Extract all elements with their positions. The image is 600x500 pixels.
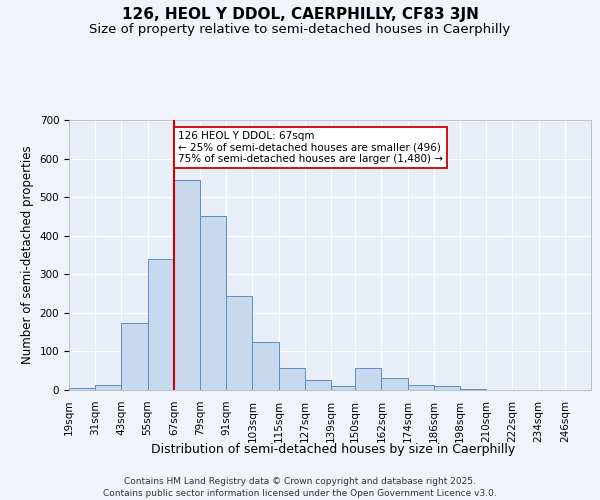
Text: 126 HEOL Y DDOL: 67sqm
← 25% of semi-detached houses are smaller (496)
75% of se: 126 HEOL Y DDOL: 67sqm ← 25% of semi-det… [178,131,443,164]
Bar [253,342,278,390]
Bar [407,385,434,390]
Text: Size of property relative to semi-detached houses in Caerphilly: Size of property relative to semi-detach… [89,22,511,36]
Bar [305,380,331,390]
Bar [382,378,407,390]
Bar [174,180,200,390]
Bar [460,389,486,390]
Bar [226,296,253,390]
Text: 126, HEOL Y DDOL, CAERPHILLY, CF83 3JN: 126, HEOL Y DDOL, CAERPHILLY, CF83 3JN [122,8,478,22]
Bar [434,386,460,390]
Y-axis label: Number of semi-detached properties: Number of semi-detached properties [21,146,34,364]
Bar [355,368,382,390]
Bar [278,368,305,390]
Bar [200,216,226,390]
Text: Contains HM Land Registry data © Crown copyright and database right 2025.
Contai: Contains HM Land Registry data © Crown c… [103,476,497,498]
Bar [95,386,121,390]
Bar [121,322,148,390]
Text: Distribution of semi-detached houses by size in Caerphilly: Distribution of semi-detached houses by … [151,442,515,456]
Bar [148,259,174,390]
Bar [331,386,358,390]
Bar [69,388,95,390]
